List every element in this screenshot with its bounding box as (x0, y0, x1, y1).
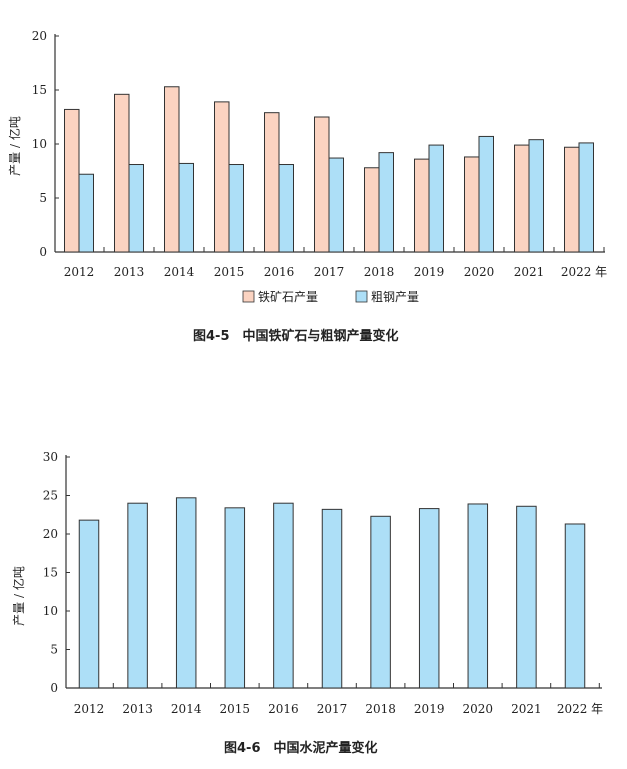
chart2-bar-value-2015 (224, 507, 246, 689)
chart1-x-tick-label: 2017 (314, 265, 345, 279)
chart1-x-tick-label: 2018 (364, 265, 395, 279)
chart2-y-tick-label: 10 (43, 604, 58, 618)
chart2-bar-value-2014 (175, 497, 197, 689)
chart1-bar-s1-2021 (528, 139, 544, 253)
chart1-bar-s1-2014 (178, 162, 194, 253)
chart1-legend-swatch (242, 290, 255, 303)
chart1-bar-s1-2012 (78, 173, 94, 253)
chart1-bar-s1-2013 (128, 164, 144, 253)
chart2-x-tick-label: 2013 (122, 702, 153, 716)
chart2-x-tick-label: 2015 (220, 702, 251, 716)
chart2-bar-value-2013 (127, 502, 148, 689)
chart1-x-tick-label: 2021 (514, 265, 545, 279)
chart1-bar-s0-2021 (514, 144, 530, 253)
chart1-bar-s1-2017 (328, 157, 344, 253)
chart1-bar-s1-2020 (478, 135, 494, 253)
chart2-bar-value-2021 (516, 505, 537, 689)
chart2-bar-value-2022 (564, 523, 586, 689)
chart2-y-tick-label: 0 (50, 681, 58, 695)
chart1-bar-s0-2012 (64, 108, 80, 253)
chart2-x-tick-label: 2019 (414, 702, 445, 716)
chart2-bar-value-2019 (418, 508, 440, 689)
chart1-legend-label: 粗钢产量 (371, 290, 419, 304)
chart1-y-tick-label: 10 (32, 137, 47, 151)
chart1-y-tick-label: 0 (39, 245, 47, 259)
chart2-caption: 图4-6 中国水泥产量变化 (224, 741, 378, 756)
chart1-legend-label: 铁矿石产量 (258, 290, 318, 304)
chart2-bar-value-2018 (370, 515, 391, 689)
chart1-y-tick-label: 15 (32, 83, 47, 97)
chart2-x-tick-label: 2018 (365, 702, 396, 716)
chart2-bar-value-2017 (321, 508, 343, 689)
chart2-x-tick-label: 2022 年 (557, 702, 603, 716)
chart1-x-tick-label: 2015 (214, 265, 245, 279)
chart1-x-tick-label: 2019 (414, 265, 445, 279)
chart2-y-tick-label: 20 (43, 527, 58, 541)
chart2-x-tick-label: 2016 (268, 702, 299, 716)
chart2-bar-value-2016 (273, 502, 294, 689)
chart1-bar-s1-2022 (578, 142, 594, 253)
chart1-bar-s1-2016 (278, 164, 294, 253)
chart2-y-tick-label: 5 (50, 643, 58, 657)
chart2-x-tick-label: 2021 (511, 702, 542, 716)
chart1-x-tick-label: 2012 (64, 265, 95, 279)
chart2-bar-value-2012 (78, 519, 100, 689)
chart2-y-tick-label: 30 (43, 450, 58, 464)
chart1-caption: 图4-5 中国铁矿石与粗钢产量变化 (193, 329, 399, 344)
chart1-bar-s1-2018 (378, 152, 394, 253)
chart2-x-tick-label: 2014 (171, 702, 202, 716)
chart2-y-axis-label: 产量 / 亿吨 (11, 566, 26, 626)
chart1-bar-s0-2019 (414, 158, 430, 253)
chart1-x-tick-label: 2020 (464, 265, 495, 279)
chart1-bar-s0-2020 (464, 156, 480, 253)
chart2-x-tick-label: 2012 (74, 702, 105, 716)
chart1-bar-s1-2015 (228, 164, 244, 253)
chart1-bar-s0-2018 (364, 167, 380, 253)
chart1-legend-swatch (355, 290, 368, 303)
chart2-y-tick-label: 15 (43, 566, 58, 580)
chart1-bar-s0-2015 (214, 101, 230, 253)
chart2-y-tick-label: 25 (43, 489, 58, 503)
chart2-x-tick-label: 2020 (463, 702, 494, 716)
chart2-x-tick-label: 2017 (317, 702, 348, 716)
chart1-x-tick-label: 2013 (114, 265, 145, 279)
chart1-bar-s1-2019 (428, 144, 444, 253)
chart1-bar-s0-2022 (564, 146, 580, 253)
chart1-y-tick-label: 20 (32, 29, 47, 43)
chart1-bar-s0-2013 (114, 93, 130, 253)
chart2-bar-value-2020 (467, 503, 489, 689)
chart1-x-tick-label: 2016 (264, 265, 295, 279)
chart1-y-axis-label: 产量 / 亿吨 (7, 116, 22, 176)
chart1-bar-s0-2014 (164, 86, 180, 253)
chart1-bar-s0-2016 (264, 112, 280, 253)
chart1-x-tick-label: 2014 (164, 265, 195, 279)
chart1-bar-s0-2017 (314, 116, 330, 253)
chart1-x-tick-label: 2022 年 (561, 265, 607, 279)
chart1-y-tick-label: 5 (39, 191, 47, 205)
